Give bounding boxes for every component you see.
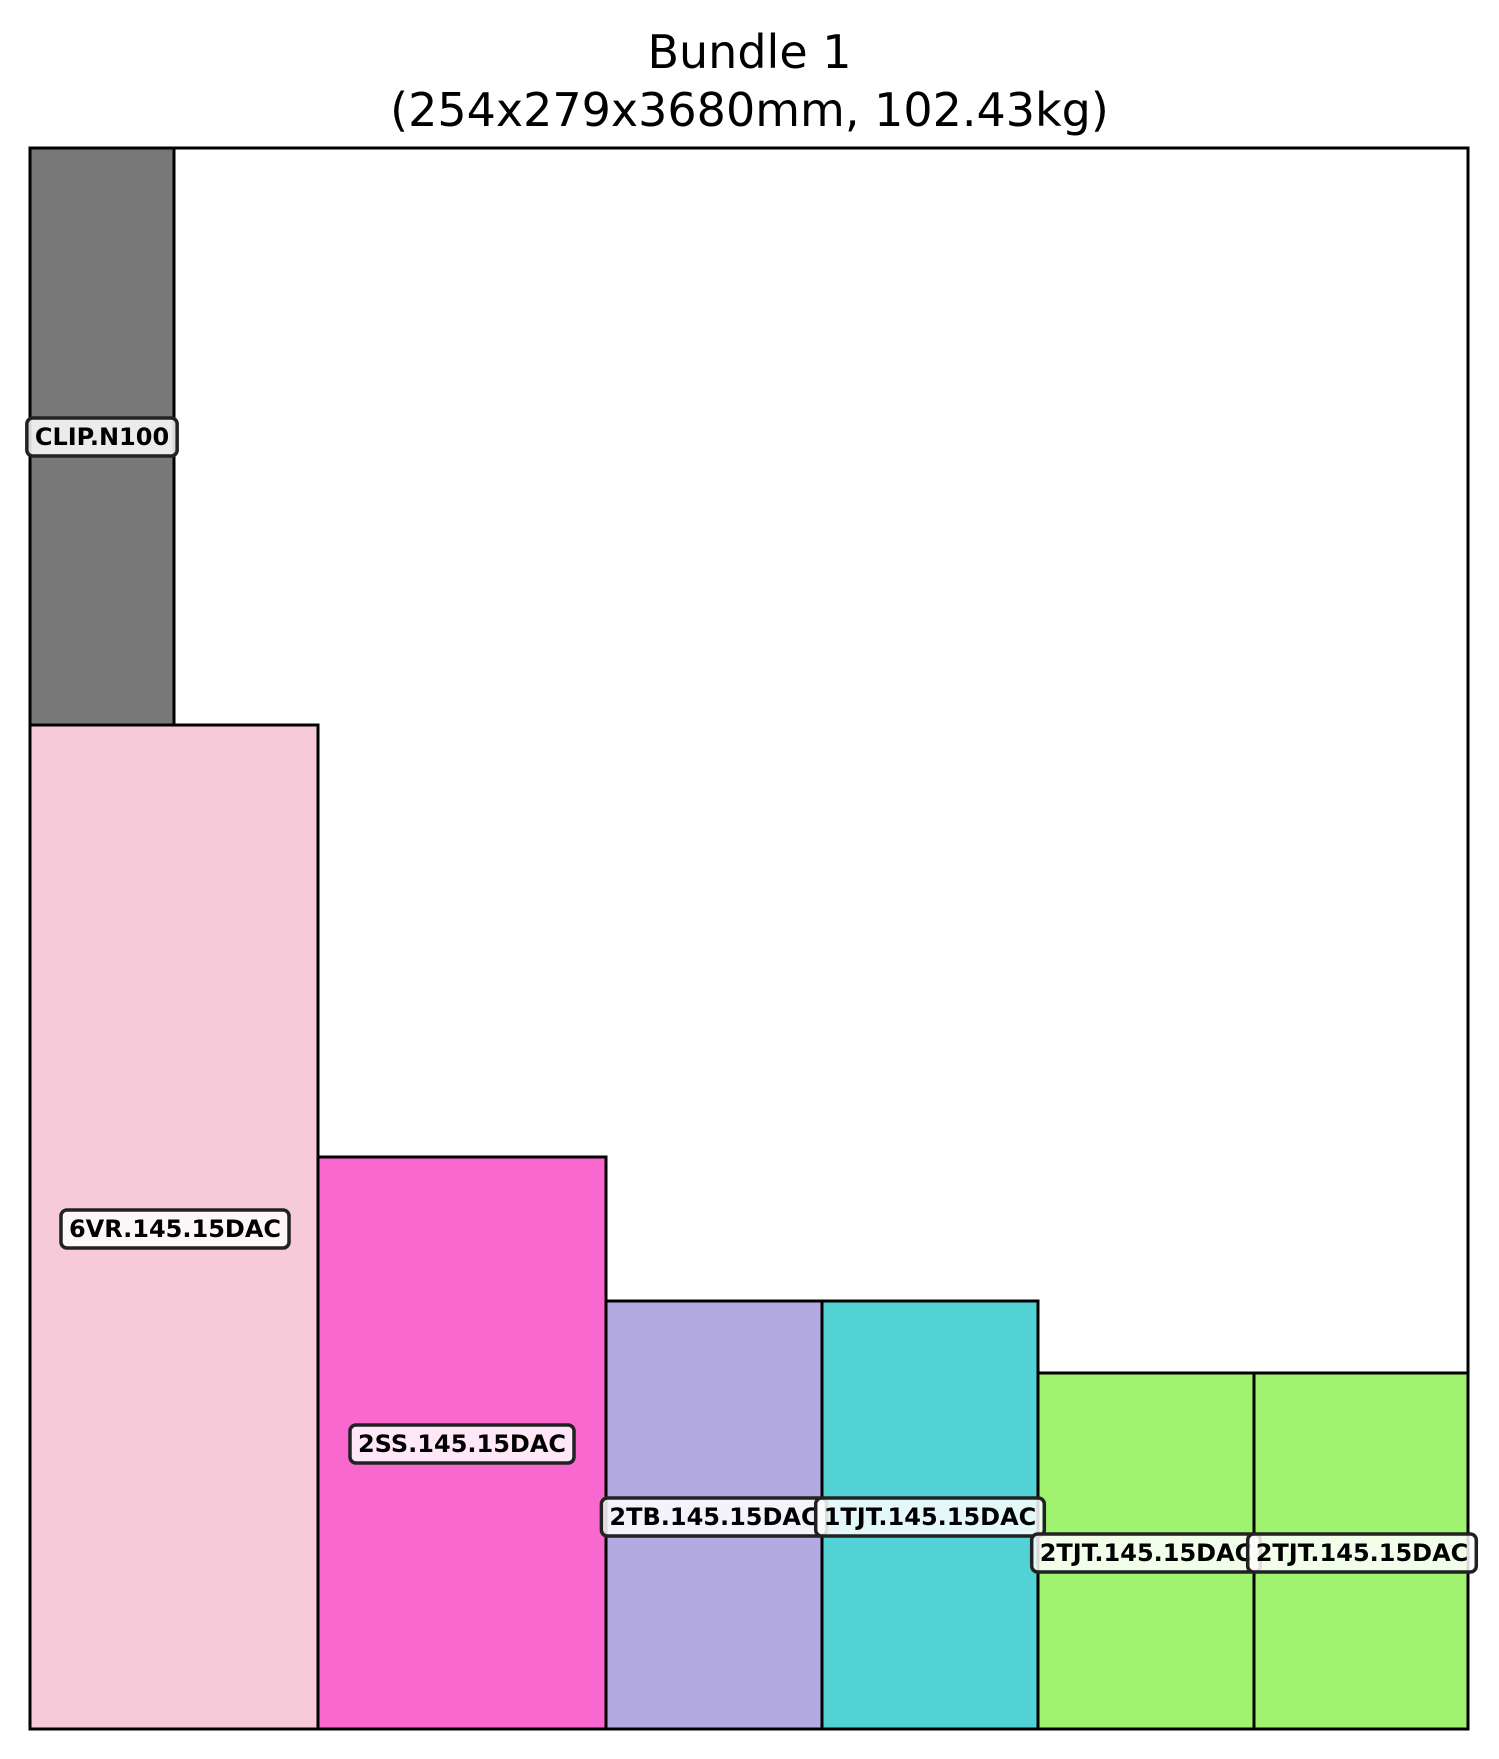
bundle-dimensions-subtitle: (254x279x3680mm, 102.43kg) — [390, 83, 1109, 137]
part-label-box — [813, 1496, 1047, 1538]
part-label-3: 2TB.145.15DAC — [599, 1496, 829, 1538]
part-label-box — [348, 1423, 576, 1465]
bundle-frame — [28, 146, 1470, 1731]
part-label-text: CLIP.N100 — [35, 423, 169, 451]
part-label-box — [59, 1208, 291, 1250]
part-label-6: 2TJT.145.15DAC — [1245, 1532, 1479, 1574]
bundle-title: Bundle 1 — [647, 25, 852, 79]
part-label-text: 2TJT.145.15DAC — [1040, 1539, 1253, 1567]
part-label-1: 6VR.145.15DAC — [59, 1208, 291, 1250]
part-label-0: CLIP.N100 — [25, 416, 179, 458]
part-label-text: 6VR.145.15DAC — [69, 1215, 281, 1243]
part-label-text: 1TJT.145.15DAC — [824, 1503, 1037, 1531]
part-label-box — [25, 416, 179, 458]
part-label-2: 2SS.145.15DAC — [348, 1423, 576, 1465]
part-label-text: 2TJT.145.15DAC — [1256, 1539, 1469, 1567]
part-label-box — [1245, 1532, 1479, 1574]
part-label-text: 2SS.145.15DAC — [358, 1430, 566, 1458]
part-label-4: 1TJT.145.15DAC — [813, 1496, 1047, 1538]
part-label-text: 2TB.145.15DAC — [609, 1503, 818, 1531]
part-label-5: 2TJT.145.15DAC — [1029, 1532, 1263, 1574]
